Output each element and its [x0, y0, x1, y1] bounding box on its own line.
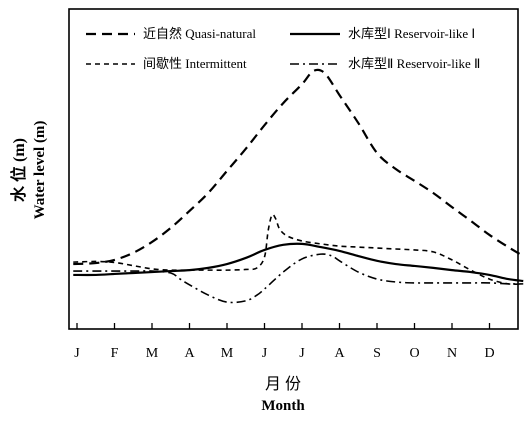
series-line-3 — [73, 253, 524, 304]
legend-label-intermittent: 间歇性 Intermittent — [143, 56, 247, 71]
x-tick-label: M — [146, 346, 159, 361]
series-layer — [73, 68, 524, 304]
x-tick-label: S — [373, 346, 381, 361]
x-tick-label: A — [334, 346, 345, 361]
x-tick-label: F — [111, 346, 119, 361]
x-tick-label: J — [262, 346, 268, 361]
x-tick-label: D — [484, 346, 494, 361]
legend: 近自然 Quasi-natural 水库型Ⅰ Reservoir-like Ⅰ … — [86, 26, 480, 71]
x-tick-label: A — [184, 346, 195, 361]
x-tick-label: M — [221, 346, 234, 361]
x-axis-title-en: Month — [261, 398, 305, 414]
y-axis-title-cn: 水 位 (m) — [9, 138, 28, 202]
series-line-1 — [73, 213, 524, 286]
legend-label-reservoir-1: 水库型Ⅰ Reservoir-like Ⅰ — [348, 26, 475, 41]
x-tick-label: O — [409, 346, 419, 361]
series-line-0 — [73, 68, 524, 266]
x-axis-title-cn: 月 份 — [265, 375, 301, 393]
x-tick-label: J — [299, 346, 305, 361]
x-tick-label: J — [74, 346, 80, 361]
legend-label-reservoir-2: 水库型Ⅱ Reservoir-like Ⅱ — [348, 56, 480, 71]
y-axis-title-en: Water level (m) — [32, 121, 48, 220]
legend-label-quasi-natural: 近自然 Quasi-natural — [143, 26, 256, 41]
series-line-2 — [73, 242, 524, 283]
x-tick-label: N — [447, 346, 457, 361]
plot-frame — [68, 8, 519, 330]
